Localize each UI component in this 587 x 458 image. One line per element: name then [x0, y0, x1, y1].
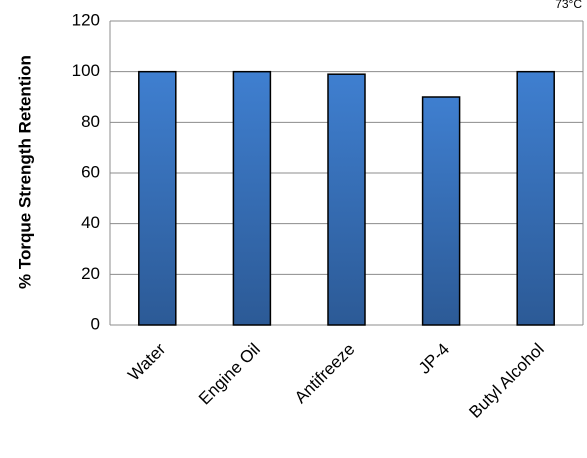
- y-tick-labels: 0 20 40 60 80 100 120: [72, 10, 100, 333]
- axes: [109, 21, 584, 325]
- bar-antifreeze: [327, 73, 366, 326]
- bar-water: [138, 70, 177, 326]
- bar-engine-oil: [232, 70, 272, 326]
- y-tick-label: 120: [72, 10, 100, 29]
- chart-annotation: 73°C: [555, 0, 582, 11]
- y-tick-label: 0: [91, 314, 100, 333]
- x-tick-label: Water: [124, 339, 169, 384]
- x-tick-label: Butyl Alcohol: [465, 340, 547, 422]
- x-tick-label: JP-4: [415, 340, 453, 378]
- y-tick-label: 40: [81, 213, 100, 232]
- x-tick-label: Engine Oil: [195, 340, 264, 409]
- bar-butyl-alcohol: [516, 70, 555, 326]
- y-tick-label: 20: [81, 264, 100, 283]
- x-tick-labels: Water Engine Oil Antifreeze JP-4 Butyl Alcoh…: [124, 339, 547, 421]
- y-tick-label: 60: [81, 162, 100, 181]
- y-tick-label: 80: [81, 112, 100, 131]
- x-tick-label: Antifreeze: [291, 340, 359, 408]
- y-axis-label: % Torque Strength Retention: [15, 55, 34, 289]
- y-tick-label: 100: [72, 61, 100, 80]
- bar-jp-4: [421, 96, 461, 326]
- bars: [138, 70, 555, 326]
